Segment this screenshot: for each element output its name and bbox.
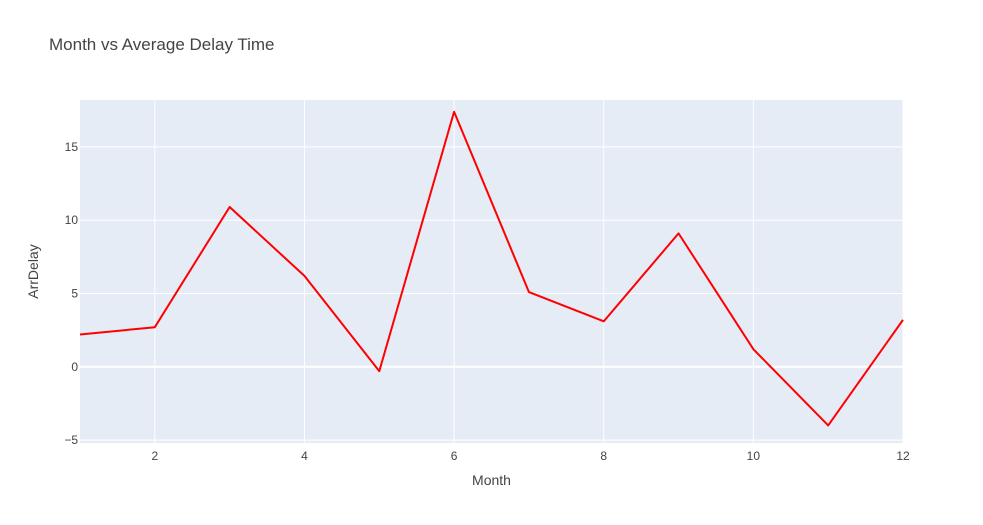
y-tick-label: 5 [71, 286, 78, 300]
x-axis-ticks: 2 4 6 8 10 12 [151, 449, 910, 463]
x-axis-title: Month [472, 472, 511, 488]
y-tick-label: 10 [65, 213, 79, 227]
data-point[interactable] [301, 273, 307, 279]
chart-title: Month vs Average Delay Time [49, 35, 275, 54]
y-axis-title: ArrDelay [25, 244, 41, 298]
series-layer [77, 109, 906, 428]
data-point[interactable] [526, 289, 532, 295]
x-tick-label: 6 [451, 449, 458, 463]
data-point[interactable] [900, 317, 906, 323]
y-tick-label: 15 [65, 140, 79, 154]
plot-area [80, 100, 903, 443]
data-point[interactable] [451, 109, 457, 115]
y-axis-ticks: −5 0 5 10 15 [64, 140, 78, 447]
data-point[interactable] [152, 324, 158, 330]
data-point[interactable] [750, 346, 756, 352]
x-tick-label: 10 [747, 449, 761, 463]
data-point[interactable] [676, 230, 682, 236]
data-point[interactable] [227, 204, 233, 210]
data-point[interactable] [77, 332, 83, 338]
x-tick-label: 4 [301, 449, 308, 463]
data-point[interactable] [376, 368, 382, 374]
x-tick-label: 8 [600, 449, 607, 463]
x-tick-label: 2 [151, 449, 158, 463]
series-line-0 [79, 110, 904, 427]
y-tick-label: −5 [64, 433, 78, 447]
grid-lines [80, 100, 904, 443]
x-tick-label: 12 [896, 449, 910, 463]
data-point[interactable] [825, 422, 831, 428]
y-tick-label: 0 [71, 360, 78, 374]
data-point[interactable] [601, 318, 607, 324]
